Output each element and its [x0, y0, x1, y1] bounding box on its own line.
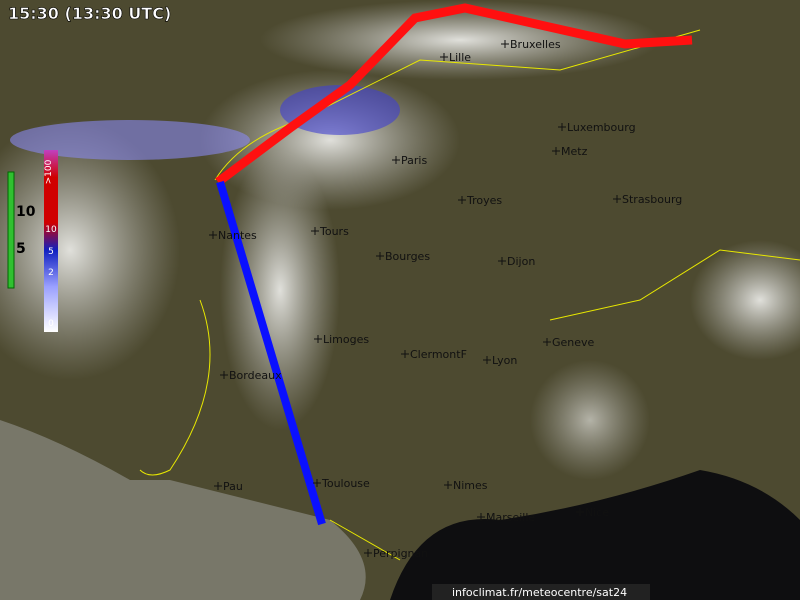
credit-box — [432, 584, 650, 600]
city-label: Bourges — [385, 250, 430, 263]
city-marker — [613, 195, 621, 203]
city-marker — [401, 350, 409, 358]
city-label: Limoges — [323, 333, 369, 346]
radar-scale — [44, 150, 58, 332]
cloud — [690, 240, 800, 360]
city-labels: Lille Bruxelles Luxembourg Metz Paris Troyes S… — [209, 38, 682, 560]
city-marker — [314, 335, 322, 343]
city-label: Bordeaux — [229, 369, 282, 382]
cloud — [260, 0, 660, 80]
city-label: Toulouse — [321, 477, 370, 490]
city-label: Bruxelles — [510, 38, 561, 51]
city-label: Nimes — [453, 479, 488, 492]
city-marker — [558, 123, 566, 131]
radar-legend-label: 2 — [48, 268, 54, 278]
city-marker — [440, 53, 448, 61]
radar-echo — [280, 85, 400, 135]
cloud — [530, 360, 650, 480]
city-marker — [477, 513, 485, 521]
city-marker — [376, 252, 384, 260]
city-marker — [543, 338, 551, 346]
city-label: Nantes — [218, 229, 257, 242]
front-line-blue — [216, 180, 326, 526]
city-marker — [483, 356, 491, 364]
city-label: Lyon — [492, 354, 517, 367]
city-marker — [214, 482, 222, 490]
radar-legend: >100 10 5 2 0 — [44, 159, 57, 329]
credit: infoclimat.fr/meteocentre/sat24 — [452, 586, 627, 599]
city-label: Lille — [449, 51, 471, 64]
city-marker — [392, 156, 400, 164]
city-marker — [209, 231, 217, 239]
lightning-scale — [7, 171, 15, 289]
sea — [390, 470, 800, 600]
front-line-red — [215, 3, 693, 186]
city-label: Dijon — [507, 255, 535, 268]
radar-legend-label: 0 — [48, 319, 54, 329]
city-marker — [444, 481, 452, 489]
city-marker — [552, 147, 560, 155]
city-marker — [498, 257, 506, 265]
city-marker — [220, 371, 228, 379]
lightning-legend-label: 5 — [16, 241, 26, 257]
borders — [139, 29, 800, 561]
city-marker — [364, 549, 372, 557]
city-label: Pau — [223, 480, 243, 493]
city-marker — [458, 196, 466, 204]
time-stamp: 15:30 (13:30 UTC) — [8, 4, 171, 23]
city-label: Paris — [401, 154, 427, 167]
city-label: Perpignan — [373, 547, 428, 560]
city-label: Strasbourg — [622, 193, 682, 206]
city-marker — [576, 508, 584, 516]
city-marker — [313, 479, 321, 487]
city-marker — [501, 40, 509, 48]
city-label: Luxembourg — [567, 121, 636, 134]
city-label: Troyes — [466, 194, 502, 207]
lightning-legend: 10 5 — [16, 204, 36, 257]
lightning-legend-label: 10 — [16, 204, 36, 220]
city-label: Metz — [561, 145, 588, 158]
city-label: Geneve — [552, 336, 595, 349]
city-label: ClermontF — [410, 348, 467, 361]
radar-legend-label: 5 — [48, 247, 54, 257]
radar-legend-label: >100 — [44, 159, 54, 184]
city-marker — [311, 227, 319, 235]
radar-legend-label: 10 — [45, 225, 57, 235]
cloud-field — [0, 420, 366, 600]
radar-echo — [10, 120, 250, 160]
city-label: Tours — [319, 225, 349, 238]
cloud — [220, 150, 340, 430]
city-label: Nice — [585, 506, 609, 519]
city-label: Marseille — [486, 511, 535, 524]
